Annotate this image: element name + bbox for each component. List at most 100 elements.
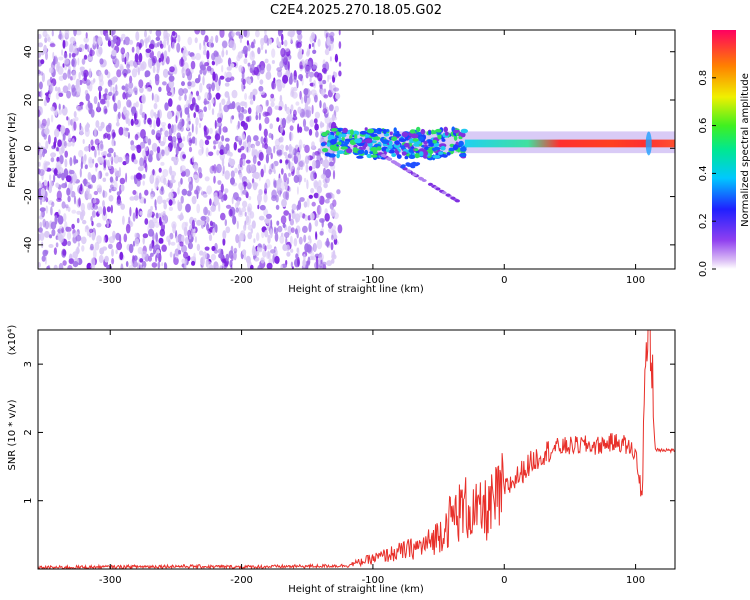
noise-speckle — [292, 30, 296, 35]
noise-speckle — [287, 61, 290, 71]
signal-blob — [364, 138, 373, 144]
noise-speckle — [277, 70, 283, 78]
noise-speckle — [93, 96, 98, 105]
noise-speckle — [135, 144, 141, 149]
noise-speckle — [320, 173, 326, 180]
colorbar-ticks: 0.0 0.2 0.4 0.6 0.8 — [698, 70, 716, 277]
noise-speckle — [38, 119, 41, 129]
noise-speckle — [154, 73, 160, 82]
branch-blob — [380, 154, 386, 157]
noise-speckle — [194, 236, 197, 243]
branch-blob — [386, 157, 392, 161]
noise-speckle — [276, 67, 283, 72]
colorbar-gradient — [712, 30, 736, 269]
noise-speckle — [187, 255, 191, 262]
noise-speckle — [236, 54, 241, 62]
noise-speckle — [40, 59, 45, 65]
signal-blob — [403, 142, 410, 148]
noise-speckle — [188, 242, 193, 250]
noise-speckle — [218, 108, 223, 118]
noise-speckle — [224, 188, 229, 194]
signal-blob — [382, 128, 387, 135]
noise-speckle — [248, 257, 251, 265]
noise-speckle — [213, 175, 216, 184]
noise-speckle — [221, 158, 225, 167]
noise-speckle — [106, 264, 112, 269]
noise-speckle — [308, 90, 313, 95]
noise-speckle — [96, 222, 102, 228]
noise-speckle — [50, 114, 54, 123]
noise-speckle — [211, 245, 216, 252]
noise-speckle — [43, 179, 48, 186]
noise-speckle — [325, 32, 331, 38]
noise-speckle — [194, 37, 198, 44]
noise-speckle — [150, 252, 154, 257]
noise-speckle — [258, 112, 261, 121]
noise-speckle — [215, 224, 218, 233]
signal-blob — [432, 139, 438, 144]
noise-speckle — [119, 177, 126, 185]
noise-speckle — [175, 235, 179, 244]
noise-speckle — [236, 220, 239, 230]
noise-speckle — [295, 253, 299, 260]
noise-speckle — [225, 49, 228, 56]
signal-blob — [385, 148, 390, 153]
noise-speckle — [192, 155, 195, 163]
noise-speckle — [251, 220, 256, 229]
noise-speckle — [307, 47, 311, 56]
noise-speckle — [242, 200, 248, 208]
branch-blob — [413, 163, 419, 167]
noise-speckle — [111, 30, 116, 35]
noise-speckle — [281, 117, 287, 127]
noise-speckle — [230, 177, 235, 185]
noise-speckle — [156, 130, 162, 137]
noise-speckle — [195, 90, 200, 97]
noise-speckle — [181, 68, 187, 77]
noise-speckle — [56, 156, 60, 163]
noise-speckle — [81, 209, 86, 217]
noise-speckle — [329, 31, 335, 38]
x-tick-label: 100 — [626, 275, 645, 286]
noise-speckle — [308, 71, 315, 78]
noise-speckle — [78, 72, 81, 80]
noise-speckle — [221, 40, 228, 48]
noise-speckle — [176, 42, 181, 53]
noise-speckle — [140, 63, 145, 71]
noise-speckle — [188, 137, 192, 147]
noise-speckle — [299, 90, 302, 100]
noise-speckle — [169, 251, 173, 258]
spectrogram-x-label: Height of straight line (km) — [288, 284, 424, 295]
noise-speckle — [312, 159, 317, 170]
noise-speckle — [263, 193, 268, 203]
noise-speckle — [73, 111, 77, 118]
noise-speckle — [113, 168, 118, 173]
noise-speckle — [83, 146, 89, 152]
noise-speckle — [133, 159, 138, 165]
noise-speckle — [166, 35, 169, 46]
noise-speckle — [141, 260, 147, 269]
noise-speckle — [185, 203, 191, 213]
noise-speckle — [219, 149, 225, 156]
noise-speckle — [243, 122, 248, 131]
noise-speckle — [168, 98, 173, 107]
noise-speckle — [84, 164, 88, 170]
noise-speckle — [263, 128, 268, 137]
noise-speckle — [179, 118, 185, 127]
noise-speckle — [308, 222, 312, 233]
noise-speckle — [208, 86, 211, 94]
noise-speckle — [274, 232, 279, 242]
noise-speckle — [125, 155, 130, 165]
noise-speckle — [296, 186, 299, 195]
signal-blob — [340, 133, 347, 138]
noise-speckle — [326, 260, 332, 267]
signal-blob — [394, 148, 398, 154]
noise-speckle — [82, 139, 85, 144]
signal-blob — [352, 147, 358, 153]
noise-speckle — [154, 221, 160, 228]
noise-speckle — [178, 95, 182, 101]
noise-speckle — [306, 197, 310, 208]
noise-speckle — [39, 221, 43, 229]
noise-speckle — [196, 190, 199, 200]
noise-speckle — [91, 231, 96, 241]
